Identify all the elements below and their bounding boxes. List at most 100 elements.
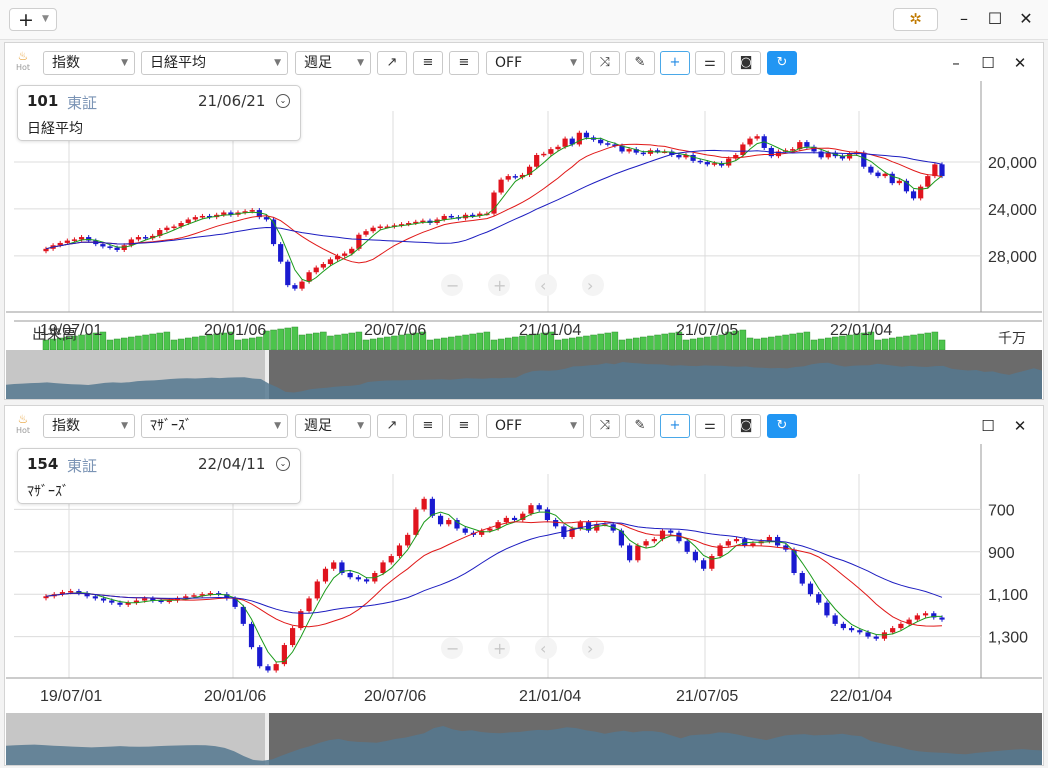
- index-select[interactable]: 指数 ▼: [43, 414, 135, 438]
- screenshot-button[interactable]: ◙: [731, 51, 761, 75]
- candle: [331, 562, 337, 569]
- panel-close-button[interactable]: ✕: [1013, 417, 1027, 435]
- maximize-button[interactable]: ☐: [987, 9, 1003, 28]
- sort-desc-button[interactable]: ≡: [449, 51, 479, 75]
- nav-button-bg[interactable]: [535, 274, 557, 296]
- zoom-out-button[interactable]: −: [446, 639, 459, 658]
- volume-bar: [440, 337, 448, 351]
- candle: [191, 595, 197, 597]
- draw-button[interactable]: ✎: [625, 51, 655, 75]
- zoom-out-button[interactable]: −: [446, 276, 459, 295]
- close-button[interactable]: ✕: [1019, 9, 1033, 28]
- candle: [285, 261, 291, 286]
- volume-bar: [768, 336, 775, 351]
- candle: [627, 545, 633, 561]
- volume-bar: [775, 335, 782, 351]
- refresh-button[interactable]: ↻: [767, 51, 797, 75]
- volume-bar: [270, 329, 277, 351]
- candle: [107, 246, 113, 248]
- refresh-icon: ↻: [776, 55, 788, 70]
- volume-bar: [661, 333, 668, 351]
- zoom-in-button[interactable]: +: [493, 639, 506, 658]
- draw-button[interactable]: ✎: [625, 414, 655, 438]
- candle: [709, 556, 715, 569]
- index-select-value: 指数: [52, 55, 80, 71]
- overlay-select[interactable]: OFF ▼: [486, 414, 584, 438]
- scroll-right-button[interactable]: ›: [587, 276, 593, 295]
- volume-bar: [789, 333, 796, 351]
- period-select[interactable]: 週足 ▼: [295, 414, 371, 438]
- nav-button-bg[interactable]: [441, 637, 463, 659]
- candle: [43, 248, 49, 252]
- scroll-left-button[interactable]: ‹: [540, 639, 546, 658]
- scroll-left-button[interactable]: ‹: [540, 276, 546, 295]
- candle: [865, 632, 871, 637]
- crosshair-button[interactable]: +: [660, 51, 690, 75]
- volume-bar: [910, 334, 917, 351]
- nav-button-bg[interactable]: [488, 637, 510, 659]
- hot-button[interactable]: ♨ Hot: [13, 412, 33, 438]
- candle: [528, 505, 534, 514]
- trendline-button[interactable]: ↗: [377, 51, 407, 75]
- candle: [150, 598, 156, 601]
- candle: [754, 136, 760, 139]
- candle: [541, 153, 547, 156]
- panel-maximize-button[interactable]: ☐: [981, 54, 995, 72]
- nav-button-bg[interactable]: [441, 274, 463, 296]
- refresh-button[interactable]: ↻: [767, 414, 797, 438]
- indicator-settings-button[interactable]: ⚌: [695, 51, 725, 75]
- nav-button-bg[interactable]: [535, 637, 557, 659]
- shuffle-button[interactable]: ⤨: [590, 414, 620, 438]
- flame-icon: ♨: [17, 49, 29, 63]
- chevron-down-icon[interactable]: ⌄: [276, 457, 290, 471]
- candle: [569, 138, 575, 145]
- moving-average-line: [45, 522, 943, 614]
- candle: [906, 619, 912, 624]
- panel-maximize-button[interactable]: ☐: [981, 417, 995, 435]
- candle: [290, 628, 296, 646]
- candle: [733, 155, 739, 159]
- overview-handle[interactable]: [265, 713, 269, 765]
- candle: [676, 532, 682, 542]
- nav-button-bg[interactable]: [488, 274, 510, 296]
- nav-button-bg[interactable]: [582, 637, 604, 659]
- zoom-in-button[interactable]: +: [493, 276, 506, 295]
- screenshot-button[interactable]: ◙: [731, 414, 761, 438]
- candle: [384, 226, 390, 229]
- candle: [370, 227, 376, 232]
- add-chart-button[interactable]: + ▼: [9, 8, 57, 31]
- settings-button[interactable]: ✲: [893, 8, 938, 31]
- chevron-down-icon[interactable]: ⌄: [276, 94, 290, 108]
- scroll-right-button[interactable]: ›: [587, 639, 593, 658]
- volume-bar: [462, 334, 469, 351]
- sort-desc-button[interactable]: ≡: [449, 414, 479, 438]
- overlay-select[interactable]: OFF ▼: [486, 51, 584, 75]
- shuffle-button[interactable]: ⤨: [590, 51, 620, 75]
- sort-asc-button[interactable]: ≡: [413, 414, 443, 438]
- symbol-select[interactable]: 日経平均 ▼: [141, 51, 288, 75]
- market-label: 東証: [67, 457, 98, 475]
- candle: [207, 593, 214, 595]
- index-select[interactable]: 指数 ▼: [43, 51, 135, 75]
- symbol-select[interactable]: ﾏｻﾞｰｽﾞ ▼: [141, 414, 288, 438]
- trendline-button[interactable]: ↗: [377, 414, 407, 438]
- hot-button[interactable]: ♨ Hot: [13, 49, 33, 75]
- overview-handle[interactable]: [265, 350, 269, 399]
- panel-close-button[interactable]: ✕: [1013, 54, 1027, 72]
- shuffle-icon: ⤨: [599, 55, 611, 70]
- panel-minimize-button[interactable]: –: [952, 54, 960, 72]
- nav-button-bg[interactable]: [582, 274, 604, 296]
- volume-bar: [896, 336, 903, 351]
- volume-bar: [647, 335, 654, 351]
- indicator-settings-button[interactable]: ⚌: [695, 414, 725, 438]
- minimize-button[interactable]: –: [960, 9, 968, 28]
- candle: [651, 539, 657, 542]
- price-chart[interactable]: 28,000 24,000 20,000 出来高 千万 19/07/01 20/01/06 2…: [6, 81, 1042, 399]
- sort-asc-button[interactable]: ≡: [413, 51, 443, 75]
- period-select[interactable]: 週足 ▼: [295, 51, 371, 75]
- volume-bar: [483, 331, 491, 351]
- crosshair-button[interactable]: +: [660, 414, 690, 438]
- candle: [322, 568, 329, 582]
- candle: [273, 664, 279, 671]
- candle: [185, 219, 191, 223]
